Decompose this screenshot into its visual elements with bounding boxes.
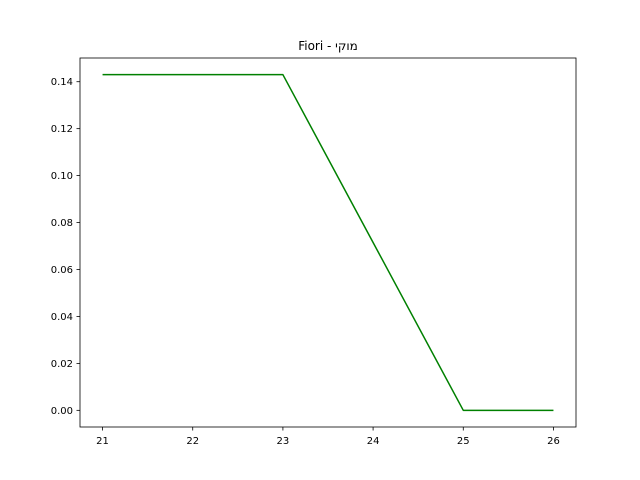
chart-title: Fiori - מוקי (298, 39, 358, 53)
y-tick-label: 0.06 (51, 265, 73, 276)
x-tick-label: 22 (186, 436, 199, 447)
plot-area (79, 57, 577, 428)
plot-frame (79, 57, 577, 428)
series-layer (102, 73, 554, 412)
y-axis: 0.00 0.02 0.04 0.06 0.08 0.10 0.12 0.14 (51, 77, 80, 417)
y-tick-label: 0.02 (51, 359, 73, 370)
x-tick-label: 24 (367, 436, 380, 447)
y-tick-label: 0.04 (51, 312, 73, 323)
x-axis: 21 22 23 24 25 26 (96, 427, 560, 447)
x-tick-label: 26 (547, 436, 560, 447)
series-line (102, 73, 554, 412)
y-tick-label: 0.14 (51, 77, 73, 88)
y-tick-label: 0.00 (51, 406, 73, 417)
x-tick-label: 21 (96, 436, 109, 447)
y-tick-label: 0.08 (51, 218, 73, 229)
y-tick-label: 0.12 (51, 124, 73, 135)
x-tick-label: 23 (277, 436, 290, 447)
x-tick-label: 25 (457, 436, 470, 447)
y-tick-label: 0.10 (51, 171, 73, 182)
